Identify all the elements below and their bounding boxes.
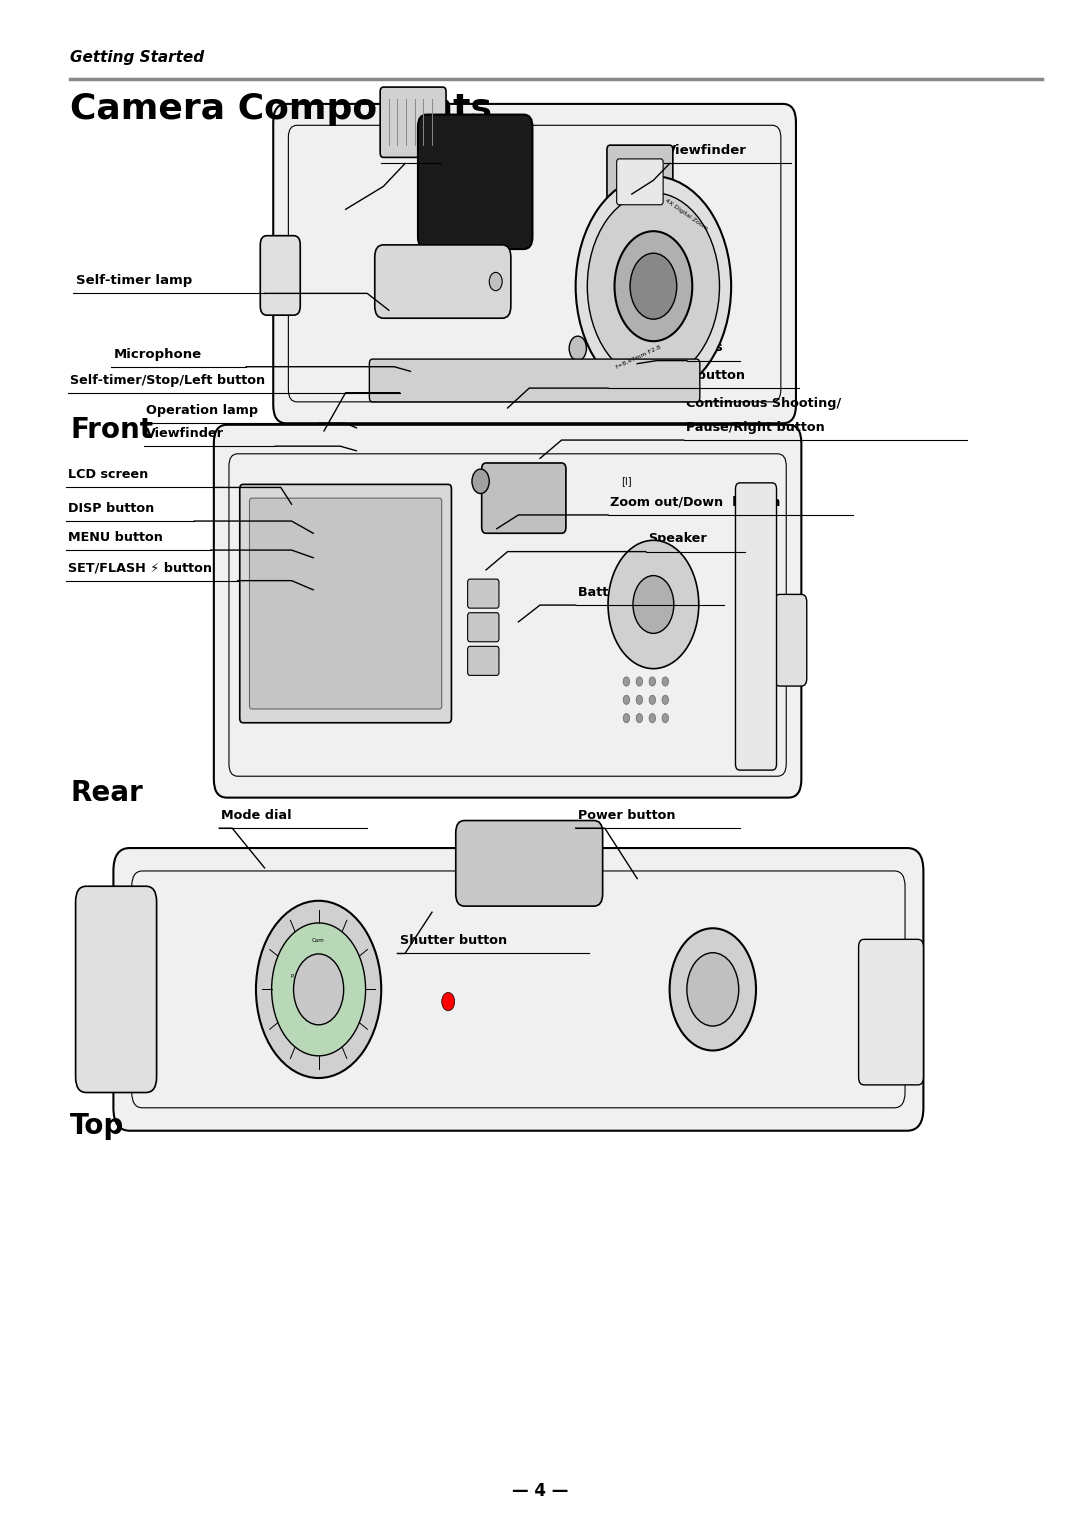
FancyBboxPatch shape (418, 115, 532, 249)
Text: SET/FLASH ⚡ button: SET/FLASH ⚡ button (68, 561, 212, 575)
FancyBboxPatch shape (774, 594, 807, 686)
FancyBboxPatch shape (240, 484, 451, 723)
Circle shape (662, 714, 669, 723)
Text: — 4 —: — 4 — (512, 1482, 568, 1500)
Text: Viewfinder: Viewfinder (146, 426, 224, 440)
FancyBboxPatch shape (260, 235, 300, 315)
Circle shape (271, 923, 365, 1056)
Circle shape (636, 695, 643, 704)
Text: Cam: Cam (312, 938, 325, 943)
FancyBboxPatch shape (859, 940, 923, 1085)
Text: P: P (291, 973, 294, 978)
FancyBboxPatch shape (468, 646, 499, 675)
Text: Rear: Rear (70, 779, 143, 807)
FancyBboxPatch shape (375, 244, 511, 318)
Circle shape (588, 193, 719, 380)
Circle shape (662, 695, 669, 704)
Text: MENU button: MENU button (68, 530, 163, 544)
Text: Flash: Flash (383, 144, 423, 157)
Circle shape (615, 231, 692, 341)
FancyBboxPatch shape (369, 359, 700, 402)
Text: Top: Top (70, 1112, 124, 1140)
Text: f=8.47mm F2.8: f=8.47mm F2.8 (616, 345, 662, 370)
Text: Self-timer/Stop/Left button: Self-timer/Stop/Left button (70, 373, 266, 387)
Circle shape (670, 927, 756, 1051)
Text: Self-timer lamp: Self-timer lamp (76, 274, 192, 287)
Text: Microphone: Microphone (113, 347, 202, 361)
Circle shape (623, 677, 630, 686)
Circle shape (649, 695, 656, 704)
FancyBboxPatch shape (607, 145, 673, 219)
Text: Power button: Power button (578, 808, 675, 822)
FancyBboxPatch shape (76, 886, 157, 1093)
FancyBboxPatch shape (214, 425, 801, 798)
Circle shape (569, 336, 586, 361)
Text: Continuous Shooting/: Continuous Shooting/ (686, 396, 841, 410)
FancyBboxPatch shape (249, 498, 442, 709)
Text: 4X Digital Zoom: 4X Digital Zoom (664, 199, 708, 231)
Text: Shutter button: Shutter button (400, 934, 507, 947)
Circle shape (472, 469, 489, 494)
Circle shape (623, 714, 630, 723)
Text: Viewfinder: Viewfinder (666, 144, 747, 157)
Circle shape (256, 900, 381, 1079)
Text: Pause/Right button: Pause/Right button (686, 420, 824, 434)
Text: Lens: Lens (689, 341, 724, 354)
Circle shape (576, 176, 731, 396)
FancyBboxPatch shape (273, 104, 796, 423)
Circle shape (649, 677, 656, 686)
Text: Battery cover: Battery cover (578, 585, 675, 599)
Text: Getting Started: Getting Started (70, 50, 204, 66)
Text: Camera Components: Camera Components (70, 92, 492, 125)
Text: Speaker: Speaker (648, 532, 706, 545)
FancyBboxPatch shape (468, 613, 499, 642)
Circle shape (630, 254, 677, 319)
Circle shape (649, 714, 656, 723)
Circle shape (636, 714, 643, 723)
Text: Zoom in/Up button: Zoom in/Up button (610, 368, 745, 382)
Circle shape (687, 953, 739, 1027)
FancyBboxPatch shape (456, 821, 603, 906)
FancyBboxPatch shape (482, 463, 566, 533)
Circle shape (662, 677, 669, 686)
Text: DISP button: DISP button (68, 501, 154, 515)
FancyBboxPatch shape (468, 579, 499, 608)
Text: [I]: [I] (621, 477, 632, 486)
Circle shape (489, 272, 502, 290)
Text: Front: Front (70, 416, 153, 443)
Circle shape (294, 953, 343, 1025)
FancyBboxPatch shape (617, 159, 663, 205)
Circle shape (442, 993, 455, 1012)
Circle shape (633, 576, 674, 633)
FancyBboxPatch shape (113, 848, 923, 1131)
Circle shape (623, 695, 630, 704)
FancyBboxPatch shape (735, 483, 777, 770)
Text: Zoom out/Down  button: Zoom out/Down button (610, 495, 781, 509)
Circle shape (636, 677, 643, 686)
FancyBboxPatch shape (380, 87, 446, 157)
Circle shape (608, 541, 699, 669)
Text: Operation lamp: Operation lamp (146, 403, 258, 417)
Text: Mode dial: Mode dial (221, 808, 292, 822)
Text: LCD screen: LCD screen (68, 468, 148, 481)
